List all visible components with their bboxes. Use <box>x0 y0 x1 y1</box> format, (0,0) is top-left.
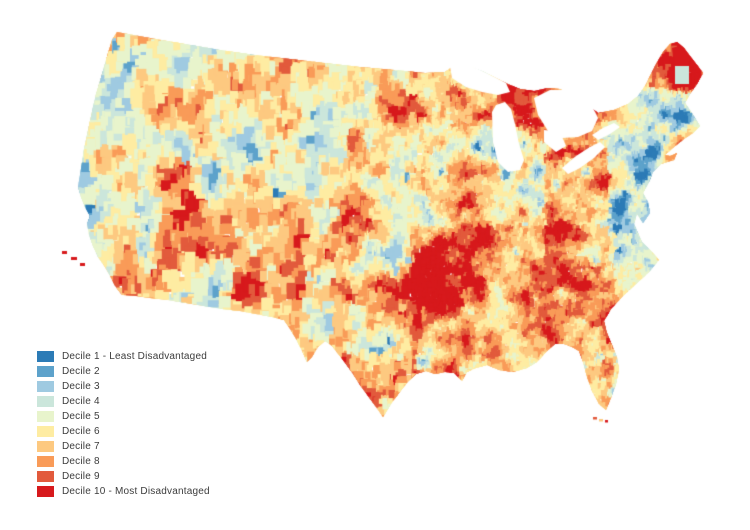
legend-swatch-decile-8 <box>37 456 54 467</box>
legend-swatch-decile-5 <box>37 411 54 422</box>
legend-item-decile-5: Decile 5 <box>37 411 210 422</box>
legend-swatch-decile-7 <box>37 441 54 452</box>
legend-swatch-decile-6 <box>37 426 54 437</box>
legend-swatch-decile-2 <box>37 366 54 377</box>
legend-label-decile-4: Decile 4 <box>62 396 100 407</box>
legend-swatch-decile-1 <box>37 351 54 362</box>
legend-swatch-decile-4 <box>37 396 54 407</box>
legend-swatch-decile-10 <box>37 486 54 497</box>
legend-item-decile-8: Decile 8 <box>37 456 210 467</box>
legend-label-decile-8: Decile 8 <box>62 456 100 467</box>
legend-item-decile-6: Decile 6 <box>37 426 210 437</box>
legend-item-decile-2: Decile 2 <box>37 366 210 377</box>
legend-item-decile-4: Decile 4 <box>37 396 210 407</box>
legend-label-decile-10: Decile 10 - Most Disadvantaged <box>62 486 210 497</box>
legend-label-decile-2: Decile 2 <box>62 366 100 377</box>
legend-item-decile-10: Decile 10 - Most Disadvantaged <box>37 486 210 497</box>
legend-item-decile-7: Decile 7 <box>37 441 210 452</box>
legend-label-decile-6: Decile 6 <box>62 426 100 437</box>
legend-item-decile-1: Decile 1 - Least Disadvantaged <box>37 351 210 362</box>
legend-swatch-decile-3 <box>37 381 54 392</box>
legend-label-decile-7: Decile 7 <box>62 441 100 452</box>
legend-label-decile-9: Decile 9 <box>62 471 100 482</box>
legend-item-decile-3: Decile 3 <box>37 381 210 392</box>
legend-swatch-decile-9 <box>37 471 54 482</box>
map-legend: Decile 1 - Least Disadvantaged Decile 2 … <box>37 351 210 501</box>
legend-label-decile-5: Decile 5 <box>62 411 100 422</box>
legend-label-decile-3: Decile 3 <box>62 381 100 392</box>
legend-label-decile-1: Decile 1 - Least Disadvantaged <box>62 351 207 362</box>
legend-item-decile-9: Decile 9 <box>37 471 210 482</box>
